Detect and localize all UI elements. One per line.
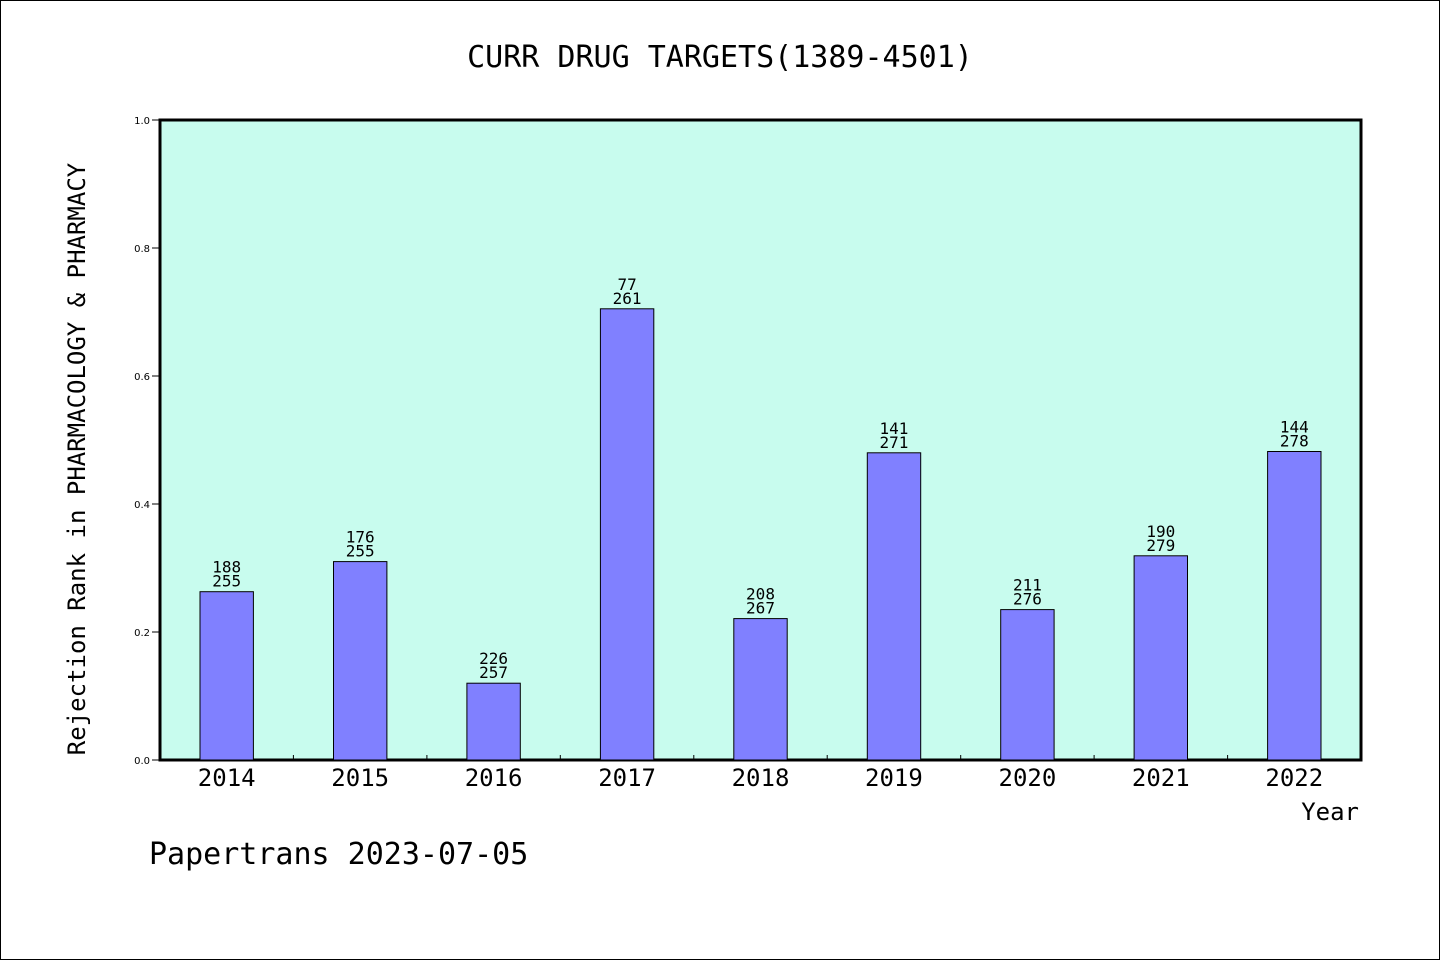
x-tick-label-2016: 2016 [465,764,523,792]
footer-note: Papertrans 2023-07-05 [149,837,528,872]
bar-label-2020-2: 276 [1013,590,1042,609]
bar-label-2014-1: 188 [212,558,241,577]
bar-label-2015-1: 176 [346,528,375,547]
y-axis-label: Rejection Rank in PHARMACOLOGY & PHARMAC… [63,162,91,755]
y-axis: 0.0 0.2 0.4 0.6 0.8 1.0 [134,116,160,767]
x-tick-label-2017: 2017 [598,764,656,792]
bar-2017 [599,308,655,761]
bar-2014 [199,591,254,761]
x-tick-label-2015: 2015 [331,764,389,792]
bar-2022 [1267,451,1322,761]
bar-label-2020-1: 211 [1013,576,1042,595]
x-axis: 2014 2015 2016 2017 2018 2019 2020 2021 2022 [198,755,1323,792]
y-tick-label-0.8: 0.8 [134,244,150,255]
bar-label-2022-1: 144 [1280,418,1309,437]
bar-2015 [333,561,388,761]
bar-label-2019-1: 141 [879,419,908,438]
bar-labels-group: 1882551762552262577726120826714127121127… [212,275,1309,682]
bar-label-2017-1: 77 [617,275,636,294]
bar-2016 [466,682,521,761]
bars-group [199,308,1322,761]
x-tick-label-2021: 2021 [1132,764,1190,792]
y-tick-label-0.0: 0.0 [134,756,150,767]
bar-label-2021-1: 190 [1146,522,1175,541]
chart-title: CURR DRUG TARGETS(1389-4501) [467,40,973,75]
x-tick-label-2018: 2018 [732,764,790,792]
bar-label-2022-2: 278 [1280,432,1309,451]
x-tick-label-2019: 2019 [865,764,923,792]
bar-2020 [1000,609,1055,761]
bar-label-2018-2: 267 [746,599,775,618]
bar-label-2019-2: 271 [879,433,908,452]
bar-label-2015-2: 255 [346,542,375,561]
y-tick-label-1.0: 1.0 [134,116,150,127]
bar-2018 [733,618,788,761]
bar-2021 [1133,555,1188,761]
bar-2019 [866,452,922,761]
bar-label-2018-1: 208 [746,585,775,604]
y-tick-label-0.4: 0.4 [134,500,150,511]
bar-label-2017-2: 261 [613,289,642,308]
y-tick-label-0.2: 0.2 [134,628,150,639]
y-tick-label-0.6: 0.6 [134,372,150,383]
x-axis-label: Year [1301,798,1359,826]
x-tick-label-2022: 2022 [1265,764,1323,792]
bar-label-2014-2: 255 [212,572,241,591]
bar-label-2021-2: 279 [1146,536,1175,555]
x-tick-label-2020: 2020 [999,764,1057,792]
x-tick-label-2014: 2014 [198,764,256,792]
bar-label-2016-2: 257 [479,663,508,682]
bar-label-2016-1: 226 [479,649,508,668]
